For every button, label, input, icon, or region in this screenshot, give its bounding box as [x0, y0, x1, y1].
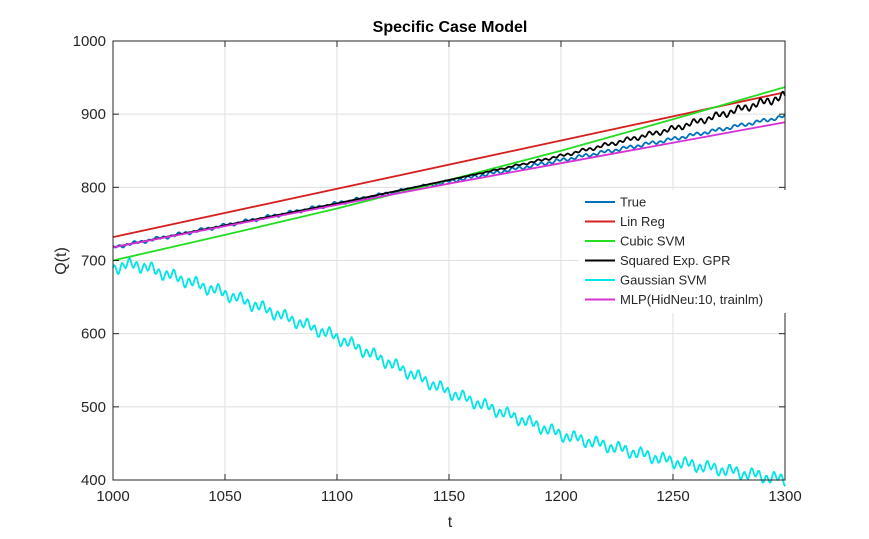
x-tick-label: 1300 — [768, 488, 801, 505]
legend: True Lin Reg Cubic SVM Squared Exp. GPR Gaus… — [578, 190, 786, 313]
y-tick-label: 800 — [81, 179, 106, 196]
y-tick-labels: 400 500 600 700 800 900 1000 — [73, 33, 106, 489]
legend-label: Lin Reg — [620, 214, 665, 229]
x-tick-labels: 1000 1050 1100 1150 1200 1250 1300 — [96, 488, 801, 505]
x-tick-label: 1000 — [96, 488, 129, 505]
y-tick-label: 1000 — [73, 33, 106, 50]
x-tick-label: 1050 — [208, 488, 241, 505]
chart-title: Specific Case Model — [373, 19, 528, 36]
y-tick-label: 400 — [81, 472, 106, 489]
series-line-gaussian-svm — [112, 257, 786, 487]
legend-label: Cubic SVM — [620, 234, 685, 249]
x-tick-label: 1150 — [433, 488, 465, 505]
legend-label: Squared Exp. GPR — [620, 253, 731, 268]
series-layer — [112, 86, 786, 487]
y-tick-label: 900 — [81, 106, 106, 123]
y-axis-label: Q(t) — [53, 247, 70, 275]
legend-box — [578, 190, 786, 313]
legend-label: MLP(HidNeu:10, trainlm) — [620, 292, 763, 307]
y-tick-label: 600 — [81, 326, 106, 343]
y-tick-label: 700 — [81, 253, 106, 270]
legend-label: Gaussian SVM — [620, 273, 707, 288]
y-tick-label: 500 — [81, 399, 106, 416]
x-axis-label: t — [448, 514, 453, 531]
x-tick-label: 1200 — [544, 488, 577, 505]
series-line-mlp-hidneu-10-trainlm — [112, 121, 786, 249]
series-line-lin-reg — [112, 91, 786, 238]
legend-label: True — [620, 195, 646, 210]
x-tick-label: 1100 — [321, 488, 353, 505]
x-tick-label: 1250 — [656, 488, 689, 505]
axis-ticks — [112, 40, 786, 481]
